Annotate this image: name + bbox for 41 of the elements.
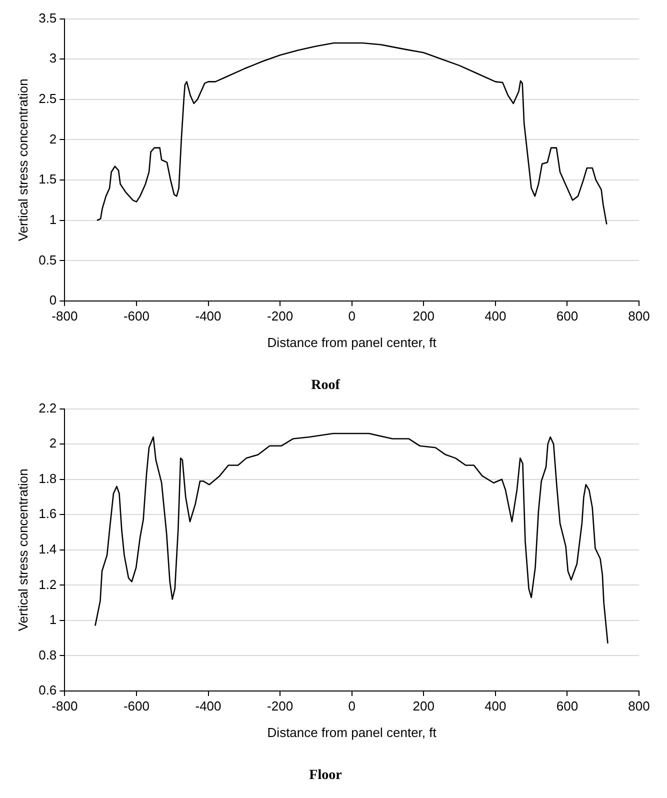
y-tick-label: 2.2: [38, 400, 57, 416]
x-tick-label: -600: [123, 698, 150, 714]
x-tick-label: -200: [267, 698, 294, 714]
x-tick-label: 400: [484, 698, 506, 714]
y-axis-title: Vertical stress concentration: [15, 468, 30, 632]
x-tick-label: 800: [628, 308, 650, 324]
x-tick-label: -800: [52, 698, 78, 714]
y-tick-label: 0.5: [38, 252, 57, 268]
y-tick-label: 1.6: [38, 506, 57, 522]
y-tick-label: 2: [49, 436, 57, 451]
y-tick-label: 3: [49, 50, 57, 66]
x-tick-label: 600: [556, 308, 578, 324]
x-tick-label: -400: [195, 698, 222, 714]
x-tick-label: 600: [556, 698, 578, 714]
y-tick-label: 1.2: [38, 576, 57, 592]
x-tick-label: -200: [267, 308, 294, 324]
x-tick-label: -800: [52, 308, 78, 324]
x-axis-title: Distance from panel center, ft: [267, 334, 437, 350]
y-axis-title: Vertical stress concentration: [15, 78, 30, 242]
y-tick-label: 1.8: [38, 470, 57, 486]
y-tick-label: 1: [49, 612, 57, 628]
text: Roof: [311, 378, 340, 394]
y-tick-label: 0.8: [38, 647, 57, 662]
x-tick-label: -400: [195, 308, 222, 324]
x-tick-label: 0: [348, 698, 356, 714]
y-tick-label: 2.5: [38, 91, 57, 106]
y-tick-label: 2: [49, 131, 57, 146]
y-tick-label: 1: [49, 212, 57, 227]
x-tick-label: -600: [123, 308, 150, 324]
text: Floor: [309, 768, 342, 784]
x-tick-label: 800: [628, 698, 650, 714]
x-tick-label: 200: [412, 308, 434, 324]
x-tick-label: 400: [484, 308, 506, 324]
x-tick-label: 0: [348, 308, 356, 324]
y-tick-label: 0: [49, 292, 57, 308]
y-tick-label: 1.5: [38, 172, 57, 187]
y-tick-label: 3.5: [38, 10, 57, 26]
y-tick-label: 1.4: [38, 541, 57, 556]
x-axis-title: Distance from panel center, ft: [267, 724, 437, 740]
x-tick-label: 200: [412, 698, 434, 714]
y-tick-label: 0.6: [38, 682, 57, 698]
